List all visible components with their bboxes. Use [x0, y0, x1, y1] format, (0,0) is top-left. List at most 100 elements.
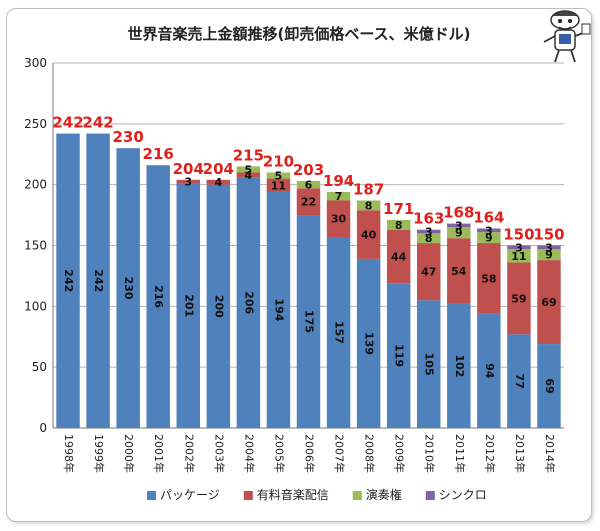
x-tick-label: 2014年 [543, 434, 557, 473]
data-label: 105 [423, 353, 436, 376]
total-label: 194 [323, 172, 354, 190]
data-label: 6 [305, 179, 313, 192]
data-label: 4 [214, 176, 222, 189]
bar-segment [236, 177, 261, 428]
data-label: 7 [335, 190, 343, 203]
y-tick-label: 200 [24, 178, 47, 192]
legend-swatch [243, 491, 253, 500]
bar-segment [176, 179, 200, 184]
bar-segment [206, 179, 231, 185]
data-label: 230 [122, 277, 135, 300]
total-label: 242 [82, 114, 113, 132]
y-tick-label: 0 [39, 421, 47, 435]
stacked-bar-chart: 世界音楽売上金額推移(卸売価格ベース、米億ドル) 0 50 100 150 200 250… [24, 25, 565, 502]
data-label: 139 [363, 332, 376, 355]
x-tick-label: 1998年 [62, 434, 76, 473]
bar-segment [507, 245, 531, 250]
x-tick-label: 2011年 [453, 434, 467, 473]
data-label: 44 [391, 250, 407, 263]
bar-segment [417, 233, 441, 244]
data-label: 5 [275, 170, 283, 183]
data-label: 40 [361, 229, 377, 242]
data-label: 175 [303, 310, 316, 333]
data-label: 8 [395, 219, 403, 232]
bar-segment [417, 229, 441, 234]
x-tick-label: 2007年 [333, 434, 347, 473]
x-tick-label: 2006年 [303, 434, 317, 473]
x-tick-label: 2009年 [393, 434, 407, 473]
data-label: 9 [545, 249, 553, 262]
bar-segment [386, 229, 411, 284]
bar-segment [477, 313, 501, 428]
legend-entry: パッケージ [160, 488, 220, 502]
bar-segment [386, 219, 411, 230]
bar-segment [537, 245, 561, 250]
total-label: 216 [143, 145, 174, 163]
total-label: 215 [233, 146, 264, 164]
bar-segment [236, 172, 261, 178]
bar-segment [206, 184, 231, 428]
y-tick-label: 100 [24, 299, 47, 313]
data-label: 8 [425, 232, 433, 245]
legend-entry: 有料音楽配信 [257, 487, 329, 502]
y-tick-label: 50 [32, 360, 47, 374]
data-label: 69 [541, 296, 556, 309]
x-tick-label: 2010年 [423, 434, 437, 473]
data-label: 242 [62, 269, 75, 292]
legend-entry: シンクロ [439, 488, 487, 502]
data-label: 47 [421, 266, 436, 279]
total-label: 187 [353, 180, 384, 198]
bar-segment [537, 260, 561, 345]
x-tick-label: 2008年 [363, 434, 377, 473]
bar-segment [56, 133, 80, 429]
bar-segment [296, 215, 321, 428]
bars [56, 133, 561, 429]
total-labels: 2422422302162042042152102031941871711631… [52, 114, 564, 244]
x-tick-label: 2012年 [483, 434, 497, 473]
bar-segment [356, 258, 381, 428]
bar-segment [447, 223, 471, 228]
data-label: 5 [245, 163, 253, 176]
legend: パッケージ 有料音楽配信 演奏権 シンクロ [147, 487, 487, 502]
bar-segment [417, 300, 441, 428]
data-label: 206 [242, 291, 255, 314]
data-label: 194 [272, 298, 285, 321]
total-label: 204 [203, 160, 234, 178]
bar-segment [326, 191, 351, 201]
bar-segment [176, 183, 200, 428]
bar-segment [447, 303, 471, 428]
data-label: 54 [451, 265, 467, 278]
data-label: 3 [545, 241, 553, 254]
y-tick-label: 300 [24, 56, 47, 70]
total-label: 242 [52, 114, 83, 132]
bar-segment [146, 165, 170, 428]
bar-segment [477, 232, 501, 244]
data-labels: 242 242 230 216 2013200420645194115175226157… [62, 163, 557, 393]
x-tick-label: 1999年 [92, 434, 106, 473]
total-label: 163 [413, 210, 444, 228]
axes: 0 50 100 150 200 250 300 [24, 56, 564, 435]
bar-segment [507, 334, 531, 428]
data-label: 242 [92, 269, 105, 292]
data-label: 30 [331, 213, 347, 226]
legend-entry: 演奏権 [366, 487, 402, 502]
data-label: 119 [393, 344, 406, 367]
data-label: 9 [485, 232, 493, 245]
total-label: 171 [383, 200, 414, 218]
data-label: 200 [212, 295, 225, 318]
data-label: 11 [271, 179, 286, 192]
bar-segment [507, 262, 531, 335]
legend-swatch [425, 491, 435, 500]
bar-segment [537, 344, 561, 428]
bar-segment [477, 228, 501, 233]
bar-segment [266, 178, 291, 192]
data-label: 9 [455, 227, 463, 240]
bar-segment [356, 210, 381, 259]
bar-segment [386, 283, 411, 428]
data-label: 201 [182, 294, 195, 317]
data-label: 94 [483, 363, 496, 379]
bar-segment [326, 236, 351, 428]
bar-segment [296, 181, 321, 189]
data-label: 102 [453, 354, 466, 377]
y-tick-label: 250 [24, 117, 47, 131]
